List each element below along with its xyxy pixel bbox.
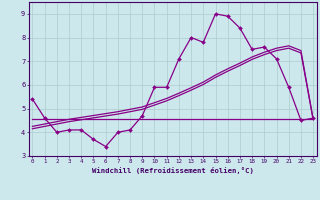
X-axis label: Windchill (Refroidissement éolien,°C): Windchill (Refroidissement éolien,°C)	[92, 167, 254, 174]
